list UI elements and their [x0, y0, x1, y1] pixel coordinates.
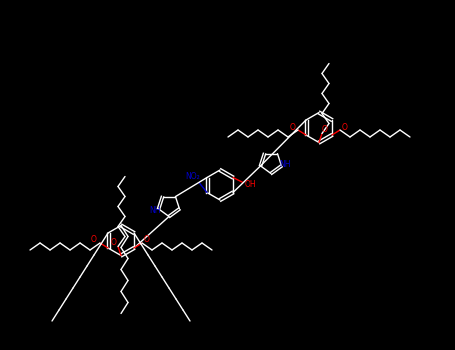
Text: NH: NH: [279, 160, 291, 169]
Text: O: O: [290, 122, 296, 132]
Text: OH: OH: [244, 180, 256, 189]
Text: O: O: [322, 125, 328, 134]
Text: O: O: [91, 236, 97, 245]
Text: O: O: [342, 122, 348, 132]
Text: NH: NH: [149, 206, 161, 215]
Text: O: O: [111, 238, 117, 247]
Text: O: O: [144, 236, 150, 245]
Text: NO₂: NO₂: [186, 172, 200, 181]
